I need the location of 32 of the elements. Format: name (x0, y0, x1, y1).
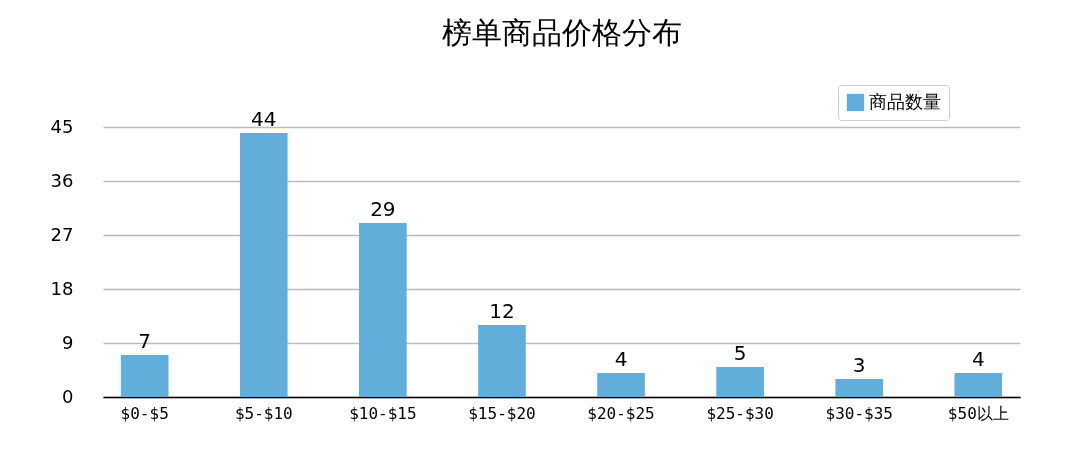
y-tick-label: 0 (62, 385, 74, 407)
bar (239, 133, 288, 397)
data-label: 44 (251, 107, 277, 131)
bar (359, 223, 407, 397)
x-tick-label: $15-$20 (468, 403, 536, 423)
data-label: 12 (489, 299, 515, 323)
legend-label: 商品数量 (869, 90, 941, 112)
y-tick-label: 9 (62, 331, 74, 353)
data-label: 7 (138, 329, 152, 353)
x-tick-label: $30-$35 (825, 403, 893, 423)
x-tick-label: $0-$5 (120, 403, 169, 423)
data-label: 29 (370, 197, 396, 221)
bar (478, 325, 526, 397)
y-tick-label: 36 (50, 169, 74, 191)
bar (120, 355, 169, 397)
chart-title: 榜单商品价格分布 (441, 14, 682, 50)
x-tick-label: $5-$10 (234, 403, 293, 423)
data-label: 4 (971, 347, 985, 371)
data-label: 5 (733, 341, 747, 365)
bar (835, 379, 884, 397)
bar (716, 367, 764, 397)
x-tick-label: $10-$15 (349, 403, 417, 423)
y-tick-label: 45 (50, 115, 74, 137)
x-tick-label: $50以上 (947, 403, 1009, 423)
x-tick-label: $20-$25 (587, 403, 655, 423)
data-label: 4 (614, 347, 628, 371)
x-tick-label: $25-$30 (706, 403, 774, 423)
bar (954, 373, 1003, 397)
y-tick-label: 27 (50, 223, 74, 245)
data-label: 3 (852, 353, 866, 377)
y-tick-label: 18 (50, 277, 74, 299)
bar (597, 373, 645, 397)
